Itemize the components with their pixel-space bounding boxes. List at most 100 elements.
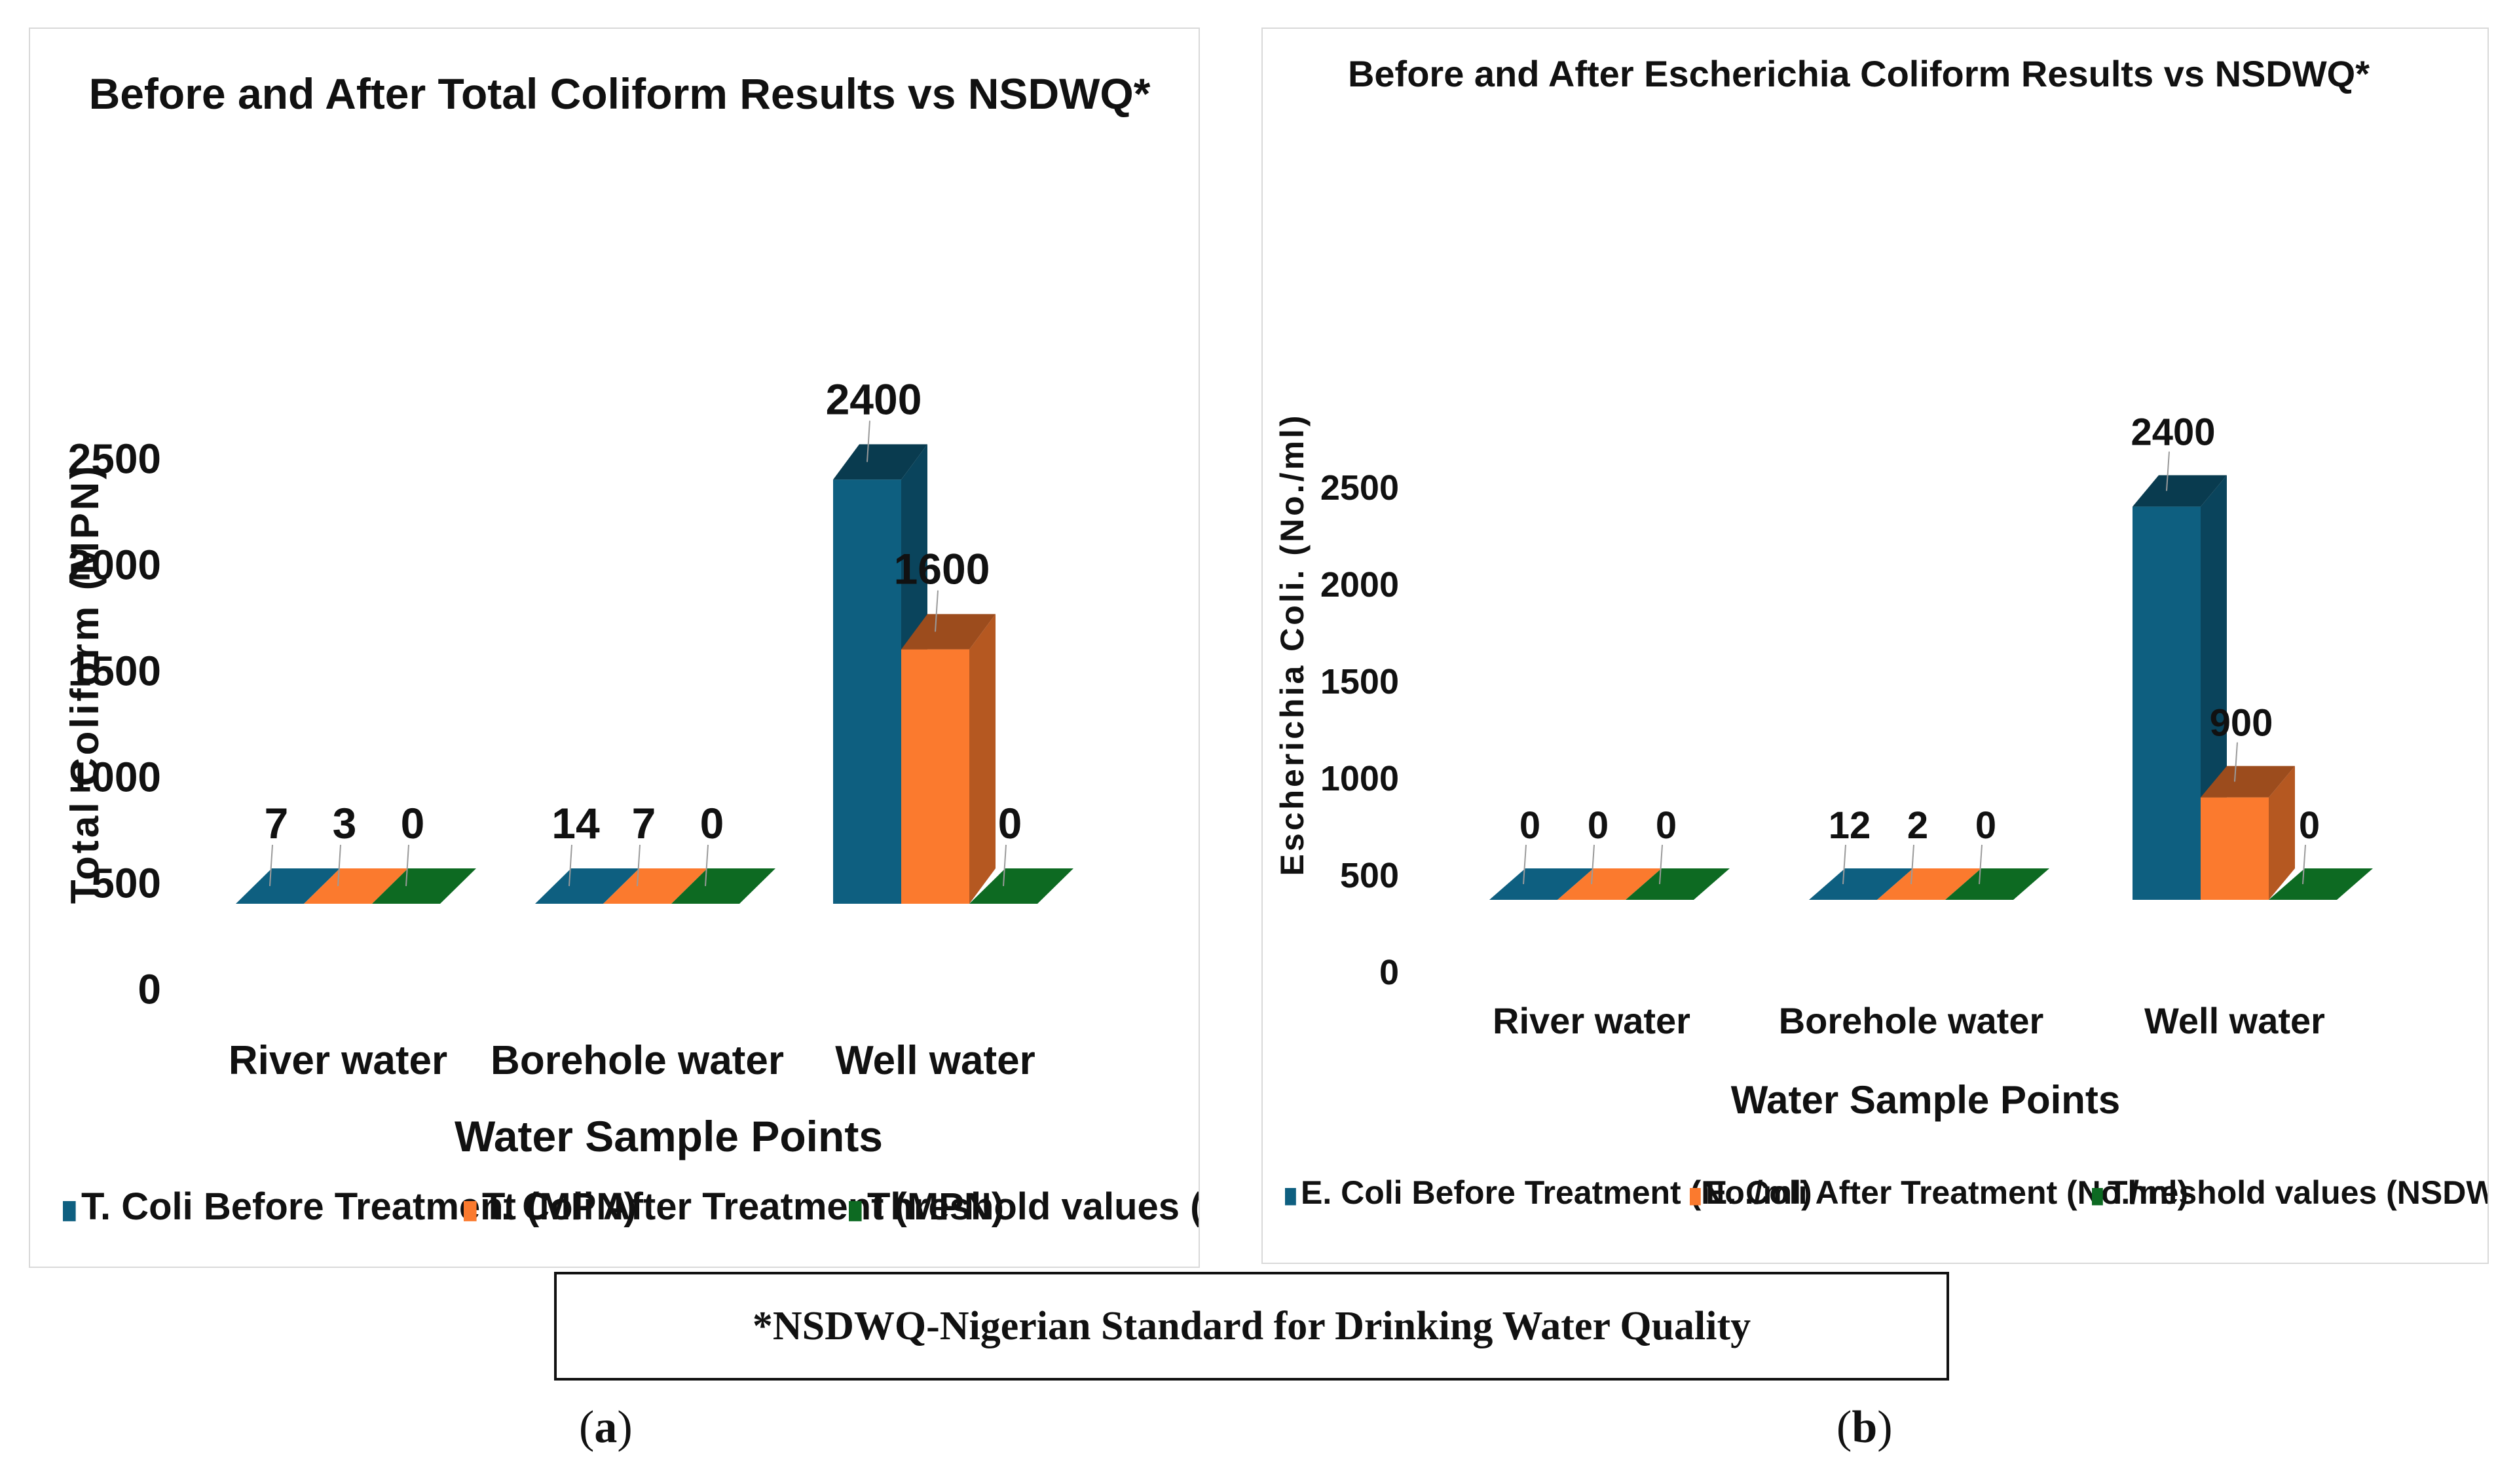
chart-b-data-label: 12 — [1829, 804, 1871, 847]
chart-b-legend-label: E. Coli After Treatment (No./ml) — [1705, 1174, 2188, 1211]
chart-b-data-leader — [1659, 844, 1663, 885]
chart-panel-b: Before and After Escherichia Coliform Re… — [1261, 28, 2489, 1264]
chart-b-bar-top — [2133, 475, 2227, 507]
chart-a-legend-label: T. Coli Before Treatment (MPN) — [81, 1185, 637, 1228]
chart-b-y-tick-label: 1000 — [1320, 759, 1399, 798]
chart-b-legend-label: E. Coli Before Treatment (No./ml) — [1301, 1174, 1812, 1211]
chart-b-bar — [1626, 868, 1730, 900]
chart-a-data-leader — [1003, 844, 1007, 887]
chart-a-data-leader — [637, 844, 641, 887]
panel-label-a-open: ( — [579, 1402, 595, 1453]
chart-a-data-label: 7 — [265, 799, 289, 847]
chart-b-y-tick-label: 2000 — [1320, 565, 1399, 604]
chart-b-data-leader — [2234, 742, 2238, 782]
chart-b-data-leader — [1842, 844, 1846, 885]
chart-a-data-label: 1600 — [894, 545, 990, 593]
footnote-text: *NSDWQ-Nigerian Standard for Drinking Wa… — [752, 1303, 1751, 1348]
chart-b-data-leader — [2166, 451, 2170, 491]
chart-a-data-label: 0 — [700, 799, 724, 847]
chart-b-title: Before and After Escherichia Coliform Re… — [1348, 53, 2370, 94]
chart-b-data-label: 2400 — [2131, 411, 2215, 454]
chart-b-data-label: 0 — [1519, 804, 1540, 847]
chart-b-x-axis-label: Water Sample Points — [1731, 1078, 2121, 1122]
chart-a-data-leader — [705, 844, 709, 887]
chart-a-bar — [372, 868, 476, 904]
chart-b-legend-swatch — [1285, 1188, 1296, 1206]
chart-a-y-tick-label: 1000 — [68, 753, 161, 800]
chart-b-category-label: Well water — [2144, 1000, 2325, 1041]
chart-b-data-leader — [2302, 844, 2306, 885]
chart-b-y-tick-label: 0 — [1379, 953, 1399, 992]
chart-b-legend-swatch — [2092, 1188, 2103, 1206]
chart-a-y-tick-label: 500 — [91, 859, 161, 906]
chart-b-bar — [2201, 797, 2269, 900]
chart-a-data-leader — [337, 844, 341, 887]
chart-panel-a: Before and After Total Coliform Results … — [29, 28, 1200, 1268]
chart-a-bar — [833, 479, 901, 904]
chart-a-data-leader — [568, 844, 572, 887]
chart-b-bar — [2133, 506, 2201, 900]
chart-a-bar-side — [969, 614, 996, 904]
chart-a-legend-label: Threshold values (NSDWQ) — [867, 1185, 1199, 1228]
chart-a-data-label: 2400 — [826, 375, 922, 423]
chart-a-bar — [535, 868, 639, 904]
chart-a-data-leader — [866, 420, 870, 462]
panel-label-a-letter: a — [594, 1402, 618, 1453]
chart-b-bar — [2269, 868, 2373, 900]
chart-b-svg: Before and After Escherichia Coliform Re… — [1274, 53, 2487, 1211]
chart-a-bar-top — [833, 444, 927, 480]
chart-a-bar-top — [901, 614, 996, 650]
panel-label-b-open: ( — [1836, 1402, 1852, 1453]
chart-b-bar-side — [2269, 766, 2295, 900]
chart-a-y-tick-label: 0 — [138, 965, 161, 1012]
chart-b-legend-swatch — [1690, 1188, 1701, 1206]
chart-a-bar — [603, 868, 707, 904]
chart-a-data-label: 14 — [551, 799, 600, 847]
chart-b-bar — [1809, 868, 1913, 900]
chart-b-data-leader — [1591, 844, 1595, 885]
chart-a-bar — [901, 649, 969, 904]
chart-a-data-leader — [269, 844, 273, 887]
chart-b-category-label: River water — [1493, 1000, 1690, 1041]
chart-a-category-label: River water — [229, 1038, 447, 1083]
chart-b-data-leader — [1979, 844, 1983, 885]
chart-a-bar — [969, 868, 1073, 904]
chart-a-data-label: 7 — [632, 799, 656, 847]
chart-b-data-label: 0 — [1975, 804, 1996, 847]
chart-a-legend-swatch — [849, 1201, 862, 1221]
chart-b-y-tick-label: 2500 — [1320, 468, 1399, 508]
chart-b-data-leader — [1523, 844, 1527, 885]
chart-b-bar — [1877, 868, 1981, 900]
chart-a-y-axis-label: Total Coliform (MPN) — [63, 464, 107, 904]
chart-b-y-tick-label: 1500 — [1320, 662, 1399, 701]
chart-a-title: Before and After Total Coliform Results … — [89, 69, 1151, 118]
chart-a-category-label: Well water — [835, 1038, 1035, 1083]
chart-b-y-axis-label: Escherichia Coli. (No./ml) — [1274, 413, 1311, 876]
chart-a-y-tick-label: 2000 — [68, 541, 161, 588]
chart-a-data-label: 0 — [401, 799, 425, 847]
chart-a-data-leader — [405, 844, 409, 887]
chart-b-data-leader — [1910, 844, 1914, 885]
footnote-box: *NSDWQ-Nigerian Standard for Drinking Wa… — [554, 1272, 1949, 1381]
chart-a-legend-swatch — [464, 1201, 477, 1221]
chart-a-svg: Before and After Total Coliform Results … — [63, 69, 1199, 1228]
chart-a-bar — [304, 868, 408, 904]
chart-b-data-label: 0 — [1656, 804, 1677, 847]
chart-b-data-label: 0 — [1588, 804, 1609, 847]
chart-b-category-label: Borehole water — [1779, 1000, 2044, 1041]
chart-a-bar — [671, 868, 775, 904]
chart-b-bar — [1557, 868, 1662, 900]
panel-label-a-close: ) — [617, 1402, 633, 1453]
chart-b-bar — [1489, 868, 1593, 900]
chart-a-data-label: 0 — [998, 799, 1022, 847]
chart-a-y-tick-label: 2500 — [68, 435, 161, 482]
chart-b-legend-label: Threshold values (NSDWQ) — [2108, 1174, 2487, 1211]
chart-b-bar — [1945, 868, 2049, 900]
chart-a-category-label: Borehole water — [491, 1038, 784, 1083]
chart-a-x-axis-label: Water Sample Points — [455, 1112, 883, 1160]
chart-a-y-tick-label: 1500 — [68, 647, 161, 694]
chart-b-data-label: 900 — [2210, 702, 2273, 745]
chart-b-y-tick-label: 500 — [1340, 856, 1399, 895]
panel-label-b-letter: b — [1852, 1402, 1878, 1453]
